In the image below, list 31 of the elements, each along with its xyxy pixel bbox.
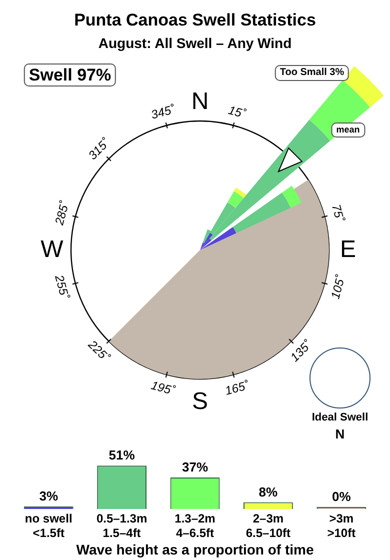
data-label: 0% [332,489,352,504]
text: 285˚ [52,200,72,226]
text: 255˚ [52,274,72,300]
text: August: All Swell – Any Wind [98,35,292,51]
text: 15˚ [226,102,248,121]
text: 345˚ [150,102,176,122]
text: N [335,426,345,442]
x-tick-label: >3m >10ft [327,512,356,540]
data-label: 51% [108,448,136,463]
text: 165˚ [224,378,250,398]
text: Too Small 3% [274,65,350,81]
text: 195˚ [150,378,176,398]
text: Ideal Swell [312,412,368,424]
x-tick-label: 0.5–1.3m 1.5–4ft [96,512,148,540]
text: N [191,88,209,115]
text: mean [331,122,365,138]
data-label: 3% [39,488,58,504]
text: Swell 97% [24,64,116,86]
text: W [40,236,64,263]
text: 225˚ [85,338,112,365]
data-label: 8% [258,484,278,500]
text: Punta Canoas Swell Statistics [74,10,316,30]
x-tick-label: 1.3–2m 4–6.5ft [174,512,216,540]
x-tick-label: 2–3m 6.5–10ft [246,512,291,540]
text: E [340,236,356,263]
text: 75˚ [329,202,348,224]
text: S [192,388,208,415]
x-tick-label: no swell <1.5ft [24,512,72,540]
data-label: 37% [182,460,208,475]
text: 105˚ [328,274,348,300]
x-axis-title: Wave height as a proportion of time [76,541,314,558]
